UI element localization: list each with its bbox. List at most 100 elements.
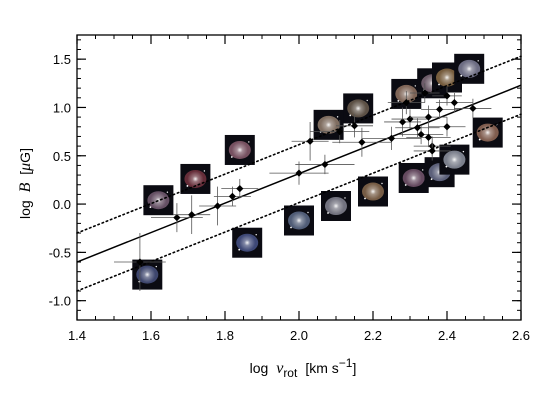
- point-marker: [443, 123, 451, 131]
- point-marker: [421, 89, 429, 97]
- galaxy-star: [327, 212, 329, 214]
- data-point: [332, 127, 392, 157]
- galaxy-star: [149, 206, 152, 209]
- point-marker: [399, 118, 407, 126]
- y-label-bracket: [: [17, 171, 33, 175]
- point-marker: [236, 185, 244, 193]
- galaxy-thumbnail: [143, 185, 174, 216]
- point-marker: [402, 99, 410, 107]
- data-point: [391, 109, 429, 129]
- data-point: [413, 141, 451, 161]
- galaxy-thumbnail: [343, 93, 374, 124]
- data-point: [361, 126, 422, 150]
- galaxy-thumbnail: [224, 134, 255, 165]
- galaxy-core: [365, 183, 381, 200]
- y-tick-label: 0.0: [53, 197, 71, 212]
- data-point: [173, 195, 211, 235]
- galaxy-star: [422, 169, 424, 171]
- data-point: [428, 117, 466, 137]
- galaxy-core: [291, 212, 307, 229]
- galaxy-core: [439, 69, 455, 86]
- x-label-sub: rot: [283, 366, 298, 380]
- y-label-var: B: [17, 182, 34, 192]
- point-marker: [424, 133, 433, 142]
- data-point: [114, 233, 166, 292]
- point-marker: [358, 138, 366, 146]
- x-tick-label: 1.8: [216, 328, 234, 343]
- y-tick-label: 0.5: [53, 149, 71, 164]
- y-tick-label: -1.0: [49, 294, 71, 309]
- galaxy-core: [139, 266, 156, 283]
- point-marker: [450, 99, 458, 107]
- galaxy-star: [186, 185, 189, 187]
- galaxy-star: [238, 248, 241, 251]
- data-point: [291, 121, 329, 161]
- data-point: [213, 186, 251, 206]
- point-marker: [136, 258, 144, 266]
- galaxy-thumbnail: [313, 109, 344, 140]
- point-marker: [350, 122, 359, 130]
- galaxy-thumbnail: [132, 259, 163, 290]
- galaxy-star: [364, 197, 366, 200]
- x-label-unit: [km s: [305, 360, 338, 376]
- point-marker: [321, 160, 329, 169]
- x-tick-label: 1.4: [68, 328, 86, 343]
- data-point: [410, 83, 440, 103]
- data-point: [384, 107, 422, 137]
- x-tick-label: 2.6: [512, 328, 530, 343]
- x-label-prefix: log: [250, 360, 269, 376]
- galaxy-star: [230, 156, 233, 158]
- data-point: [199, 186, 237, 226]
- data-point: [221, 178, 259, 199]
- point-marker: [173, 213, 181, 222]
- galaxy-core: [231, 141, 248, 158]
- y-label-prefix: log: [17, 200, 33, 219]
- galaxy-thumbnail: [472, 117, 503, 148]
- galaxy-core: [239, 234, 256, 251]
- galaxy-core: [405, 169, 422, 186]
- galaxy-star: [414, 85, 416, 87]
- x-tick-label: 2.4: [438, 328, 456, 343]
- data-point: [151, 203, 203, 233]
- point-marker: [424, 113, 433, 121]
- galaxy-thumbnail: [398, 162, 429, 193]
- x-label-var: v: [276, 360, 284, 377]
- x-label-sup: −1: [339, 356, 353, 370]
- galaxy-star: [430, 178, 433, 181]
- galaxy-thumbnail: [439, 144, 470, 175]
- galaxy-star: [248, 141, 250, 143]
- galaxy-star: [166, 191, 169, 193]
- y-tick-label: 1.0: [53, 100, 71, 115]
- point-marker: [228, 192, 236, 200]
- galaxy-star: [462, 150, 465, 153]
- galaxy-core: [328, 198, 344, 214]
- galaxy-star: [336, 116, 339, 118]
- point-marker: [336, 128, 344, 136]
- galaxy-core: [320, 116, 337, 133]
- x-tick-label: 1.6: [142, 328, 160, 343]
- galaxy-star: [460, 74, 463, 77]
- galaxy-star: [255, 234, 257, 236]
- data-point: [398, 124, 444, 145]
- x-tick-label: 2.2: [364, 328, 382, 343]
- galaxy-star: [381, 182, 383, 185]
- galaxy-star: [290, 226, 292, 229]
- galaxy-core: [187, 170, 204, 187]
- galaxy-thumbnail: [454, 53, 485, 84]
- galaxy-core: [461, 60, 478, 77]
- y-axis-label: log B [μG]: [17, 148, 34, 219]
- point-marker: [469, 104, 477, 113]
- galaxy-star: [349, 114, 352, 117]
- point-marker: [188, 211, 196, 219]
- point-marker: [387, 134, 396, 142]
- data-point: [336, 114, 373, 138]
- galaxy-thumbnail: [284, 205, 314, 236]
- x-tick-label: 2.0: [290, 328, 308, 343]
- data-point: [406, 127, 451, 148]
- data-point: [454, 98, 492, 119]
- y-tick-label: -0.5: [49, 245, 71, 260]
- galaxy-core: [350, 100, 367, 117]
- x-label-close: ]: [352, 360, 356, 376]
